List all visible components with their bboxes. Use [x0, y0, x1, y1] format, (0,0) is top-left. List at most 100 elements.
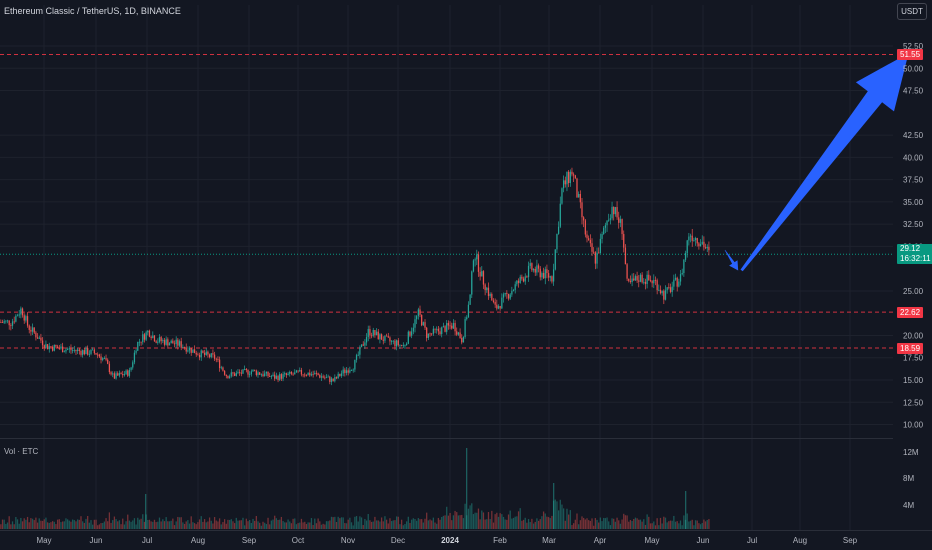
volume-bar — [128, 520, 131, 529]
volume-bar — [295, 524, 298, 529]
volume-bar — [656, 518, 658, 529]
volume-bar — [589, 520, 591, 529]
volume-bar — [681, 525, 683, 529]
candle-body — [370, 335, 373, 337]
volume-bar — [150, 521, 152, 529]
candle-body — [95, 353, 97, 355]
candle-body — [167, 339, 169, 346]
volume-bar — [315, 523, 318, 529]
volume-bar — [591, 518, 593, 529]
volume-bar — [412, 518, 414, 529]
candle-body — [608, 219, 610, 221]
volume-bar — [324, 524, 326, 529]
x-tick-label: Sep — [242, 536, 257, 545]
candle-body — [447, 323, 450, 326]
volume-bar — [339, 518, 341, 529]
candle-body — [457, 332, 460, 335]
candle-body — [53, 344, 55, 351]
volume-bar — [564, 520, 566, 529]
x-tick-label: Nov — [341, 536, 355, 545]
price-axis[interactable]: 52.50 50.00 47.50 42.50 40.00 37.50 35.00 32.50… — [903, 42, 924, 430]
volume-bar — [616, 517, 618, 529]
candle-body — [80, 350, 82, 355]
volume-bar — [489, 519, 491, 529]
volume-bar — [474, 512, 476, 529]
volume-bar — [451, 520, 453, 529]
candle-body — [100, 356, 102, 361]
candle-body — [329, 376, 331, 382]
candle-body — [36, 337, 39, 339]
volume-bar — [547, 517, 550, 529]
volume-bar — [613, 518, 615, 529]
volume-bar — [198, 519, 201, 529]
y-tick-label: 37.50 — [903, 176, 924, 185]
candle-body — [240, 372, 242, 374]
volume-bar — [31, 518, 34, 529]
volume-bar — [138, 519, 141, 529]
volume-bar — [20, 517, 22, 529]
time-axis[interactable]: May Jun Jul Aug Sep Oct Nov Dec 2024 Feb Mar Apr May… — [36, 536, 857, 545]
candle-body — [434, 328, 436, 330]
candle-body — [6, 320, 9, 322]
candle-body — [175, 339, 177, 344]
volume-bar — [327, 521, 329, 529]
candle-body — [628, 278, 630, 281]
volume-bar — [526, 522, 528, 529]
candle-body — [574, 175, 576, 179]
candle-body — [501, 297, 503, 309]
candle-body — [456, 331, 458, 335]
volume-bar — [195, 524, 197, 529]
volume-bar — [272, 519, 274, 529]
candle-body — [551, 276, 553, 282]
volume-bar — [683, 515, 685, 529]
candle-body — [626, 264, 628, 279]
candle-body — [641, 274, 643, 283]
candle-body — [289, 371, 291, 374]
volume-bar — [277, 519, 279, 529]
volume-bar — [362, 525, 364, 529]
candle-body — [172, 340, 174, 344]
candle-body — [596, 252, 598, 264]
volume-bar — [260, 525, 262, 529]
volume-bar — [374, 516, 376, 529]
volume-bar — [290, 523, 293, 529]
volume-bar — [294, 518, 296, 529]
y-tick-label: 10.00 — [903, 421, 924, 430]
volume-bar — [135, 524, 137, 529]
candle-body — [606, 220, 608, 226]
candle-body — [583, 217, 585, 221]
volume-bar — [314, 518, 316, 529]
volume-bar — [668, 521, 670, 529]
volume-bar — [611, 518, 613, 529]
currency-button[interactable]: USDT — [897, 3, 927, 20]
candle-body — [170, 340, 172, 344]
volume-bar — [80, 516, 82, 529]
candle-body — [581, 202, 583, 218]
volume-bar — [275, 518, 278, 529]
volume-bar — [130, 521, 132, 529]
volume-bar — [469, 505, 471, 529]
candle-body — [21, 308, 24, 316]
volume-bar — [537, 520, 540, 529]
price-tag-support-1: 22.62 — [897, 306, 924, 318]
volume-bar — [395, 516, 398, 529]
candle-body — [561, 188, 563, 204]
annotation-arrows[interactable] — [724, 53, 909, 272]
volume-bar — [639, 519, 642, 529]
volume-bar — [604, 518, 607, 529]
volume-bar — [409, 522, 411, 529]
volume-bar — [696, 520, 698, 529]
candle-body — [133, 352, 136, 363]
candle-body — [290, 371, 293, 374]
candle-body — [337, 373, 339, 379]
volume-bar — [77, 519, 79, 529]
candle-body — [143, 334, 146, 340]
candle-body — [471, 271, 473, 295]
candle-body — [491, 293, 493, 301]
volume-bar — [122, 518, 124, 529]
candle-body — [507, 293, 510, 299]
candle-body — [466, 317, 468, 320]
candle-body — [319, 374, 321, 378]
candle-body — [87, 348, 89, 355]
